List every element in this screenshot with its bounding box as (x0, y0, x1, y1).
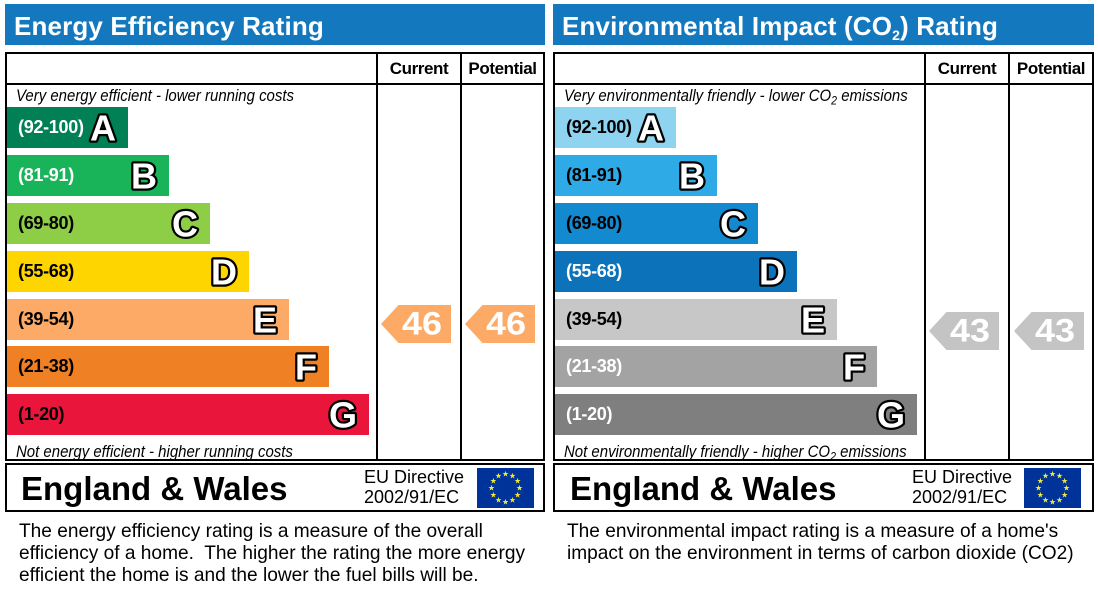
svg-text:B: B (131, 156, 157, 197)
svg-text:E: E (801, 300, 825, 341)
svg-text:A: A (638, 108, 664, 149)
svg-text:D: D (211, 252, 237, 293)
svg-text:46: 46 (402, 306, 442, 342)
svg-text:G: G (329, 395, 357, 436)
svg-text:D: D (759, 252, 785, 293)
svg-text:C: C (172, 204, 198, 245)
svg-text:46: 46 (486, 306, 526, 342)
svg-text:F: F (843, 347, 865, 388)
svg-text:A: A (90, 108, 116, 149)
svg-text:43: 43 (1035, 313, 1075, 349)
svg-text:G: G (877, 395, 905, 436)
svg-text:43: 43 (950, 313, 990, 349)
svg-text:E: E (253, 300, 277, 341)
svg-text:F: F (295, 347, 317, 388)
svg-text:C: C (720, 204, 746, 245)
svg-text:B: B (679, 156, 705, 197)
